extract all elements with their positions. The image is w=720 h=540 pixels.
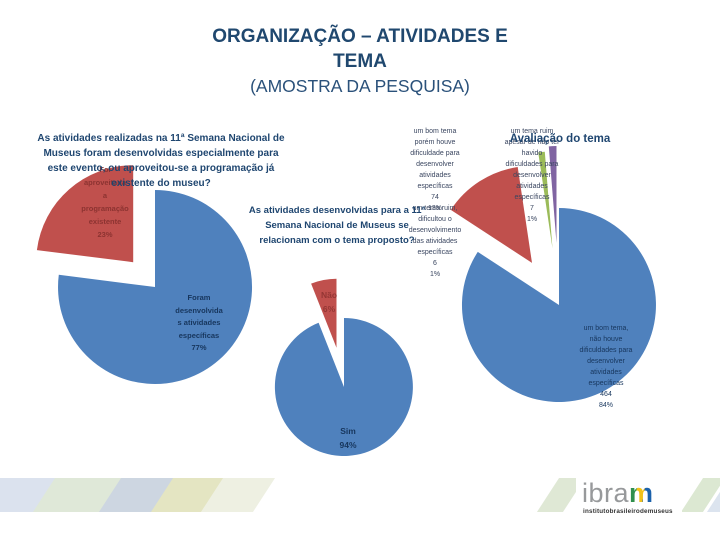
pie-left-label-especificas: Foram desenvolvida s atividades específi… [175,293,223,352]
pie-middle-label-nao: Não 6% [320,290,338,314]
title-line-2: TEMA [333,51,387,72]
question-middle: As atividades desenvolvidas para a 11ª S… [248,205,426,246]
title-line-1: ORGANIZAÇÃO – ATIVIDADES E [212,26,508,47]
ibram-wordmark: ibram [576,478,682,508]
title-line-3: (AMOSTRA DA PESQUISA) [250,76,470,96]
pie2-slice-3 [548,146,557,243]
pie0-slice-1 [36,165,134,263]
ibram-subtitle: institutobrasileirodemuseus [583,508,673,515]
pie-right-title-avaliacao-do-tema: Avaliação do tema [509,133,611,145]
pie2-slice-0 [461,208,656,402]
pie-right-label-tema-ruim-dificultou: um tema ruim, dificultou o desenvolvimen… [408,205,462,278]
pie1-slice-0 [274,318,413,456]
slide-title: ORGANIZAÇÃO – ATIVIDADES E TEMA (AMOSTRA… [140,24,580,99]
question-left: As atividades realizadas na 11ª Semana N… [37,133,285,189]
pie1-slice-1 [311,278,337,348]
ibram-wordmark-m: m [629,478,654,508]
pie-right-label-tema-ruim-sem-dificuldade: um tema ruim apesar de não ter havido di… [504,128,560,223]
pie-right-label-bom-tema-sem-dificuldade: um bom tema, não houve dificuldades para… [579,325,633,409]
ibram-wordmark-ibra: ibra [582,478,630,508]
pie2-slice-1 [450,167,532,263]
ibram-logo: ibram institutobrasileirodemuseus [576,478,682,526]
pie-right-label-bom-tema-com-dificuldade: um bom tema porém houve dificuldade para… [410,128,460,212]
pie-left-label-aproveitada: Foi aproveitada a programação existente … [81,165,129,239]
pie2-slice-2 [538,151,553,249]
pie-middle-label-sim: Sim 94% [339,426,357,450]
pie0-slice-0 [58,190,253,384]
